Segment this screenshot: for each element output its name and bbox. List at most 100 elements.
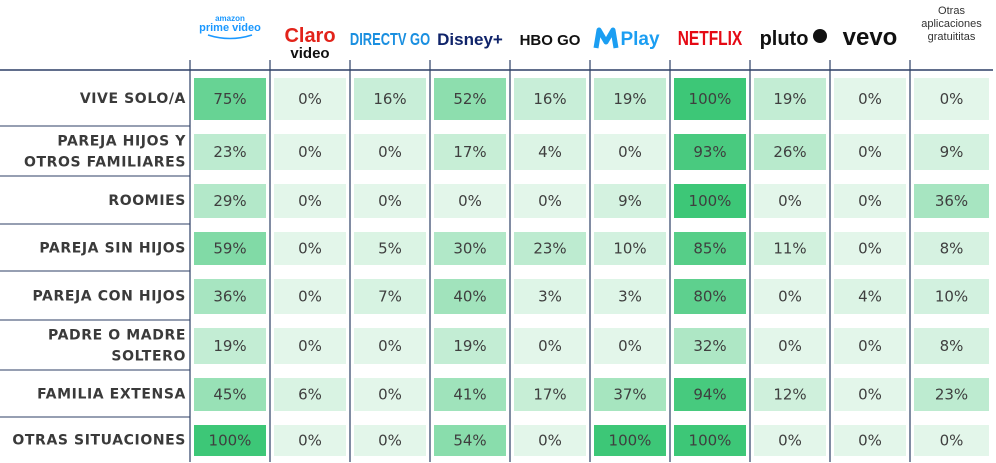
cell-value: 17% [533,386,566,404]
cell-value: 9% [618,192,642,210]
cell-value: 0% [858,240,882,258]
cell-value: 29% [213,192,246,210]
heatmap-cell [354,328,426,364]
heatmap-cell [514,425,586,456]
cell-value: 4% [538,143,562,161]
cell-value: 8% [940,337,964,355]
cell-value: 23% [935,386,968,404]
heatmap-cell [834,378,906,411]
cell-value: 52% [453,90,486,108]
cell-value: 7% [378,288,402,306]
cell-value: 23% [533,240,566,258]
column-header-movistar: Play [620,29,660,50]
cell-value: 19% [613,90,646,108]
heatmap-cell [594,78,666,120]
heatmap-cell [834,184,906,218]
cell-value: 0% [858,386,882,404]
cell-value: 41% [453,386,486,404]
heatmap-cell [354,425,426,456]
cell-value: 0% [538,192,562,210]
heatmap-cell [914,279,989,314]
column-header-otras-line: Otras [938,5,965,17]
cell-value: 19% [453,337,486,355]
cell-value: 0% [858,337,882,355]
cell-value: 0% [378,432,402,450]
heatmap-cell [434,425,506,456]
row-label: ROOMIES [108,193,186,209]
cell-value: 100% [689,432,732,450]
heatmap-cell [594,425,666,456]
heatmap-cell [754,378,826,411]
cell-value: 17% [453,143,486,161]
row-label: PADRE O MADRE [48,328,186,344]
column-header-netflix: NETFLIX [678,26,743,50]
cell-value: 3% [618,288,642,306]
heatmap-cell [194,78,266,120]
heatmap-cell [674,184,746,218]
heatmap-cell [354,134,426,170]
heatmap-cell [754,134,826,170]
cell-value: 0% [298,288,322,306]
heatmap-cell [914,232,989,265]
cell-value: 54% [453,432,486,450]
cell-value: 37% [613,386,646,404]
cell-value: 59% [213,240,246,258]
column-header-claro-logo: Claro [284,25,335,47]
heatmap-cell [754,184,826,218]
heatmap-cell [274,134,346,170]
heatmap-cell [194,378,266,411]
heatmap-cell [594,279,666,314]
heatmap-cell [914,425,989,456]
heatmap-cell [274,184,346,218]
heatmap-cell [354,279,426,314]
heatmap-cell [434,378,506,411]
movistar-m-icon [593,27,619,49]
cell-value: 0% [298,192,322,210]
cell-value: 19% [773,90,806,108]
heatmap-cell [674,232,746,265]
cell-value: 0% [378,192,402,210]
column-header-directv: DIRECTV GO [350,30,430,49]
heatmap-cell [274,328,346,364]
cell-value: 16% [373,90,406,108]
cell-value: 36% [213,288,246,306]
cell-value: 6% [298,386,322,404]
cell-value: 0% [298,337,322,355]
cell-value: 0% [538,337,562,355]
cell-value: 0% [618,337,642,355]
heatmap-cell [594,184,666,218]
cell-value: 3% [538,288,562,306]
cell-value: 94% [693,386,726,404]
heatmap-cell [514,328,586,364]
cell-value: 100% [689,192,732,210]
cell-value: 0% [378,337,402,355]
cell-value: 0% [618,143,642,161]
heatmap-cell [674,78,746,120]
column-header-otras-line: gratuititas [928,31,976,43]
cell-value: 10% [935,288,968,306]
row-label: FAMILIA EXTENSA [37,387,186,403]
heatmap-cell [674,328,746,364]
heatmap-cell [594,134,666,170]
heatmap-cell [674,279,746,314]
heatmap-cell [434,78,506,120]
cell-value: 5% [378,240,402,258]
cell-value: 0% [378,143,402,161]
row-label: PAREJA CON HIJOS [32,289,186,305]
heatmap-cell [754,279,826,314]
heatmap-cell [274,78,346,120]
cell-value: 0% [858,143,882,161]
cell-value: 11% [773,240,806,258]
amazon-smile-icon [207,34,253,40]
heatmap-cell [354,184,426,218]
cell-value: 0% [298,90,322,108]
heatmap-cell [434,184,506,218]
column-header-otras-line: aplicaciones [921,18,982,30]
cell-value: 75% [213,90,246,108]
row-label: OTROS FAMILIARES [24,155,186,171]
column-header-pluto: pluto [760,28,809,50]
cell-value: 100% [609,432,652,450]
cell-value: 0% [778,288,802,306]
heatmap-cell [834,279,906,314]
column-header-disney: Disney+ [437,30,503,49]
